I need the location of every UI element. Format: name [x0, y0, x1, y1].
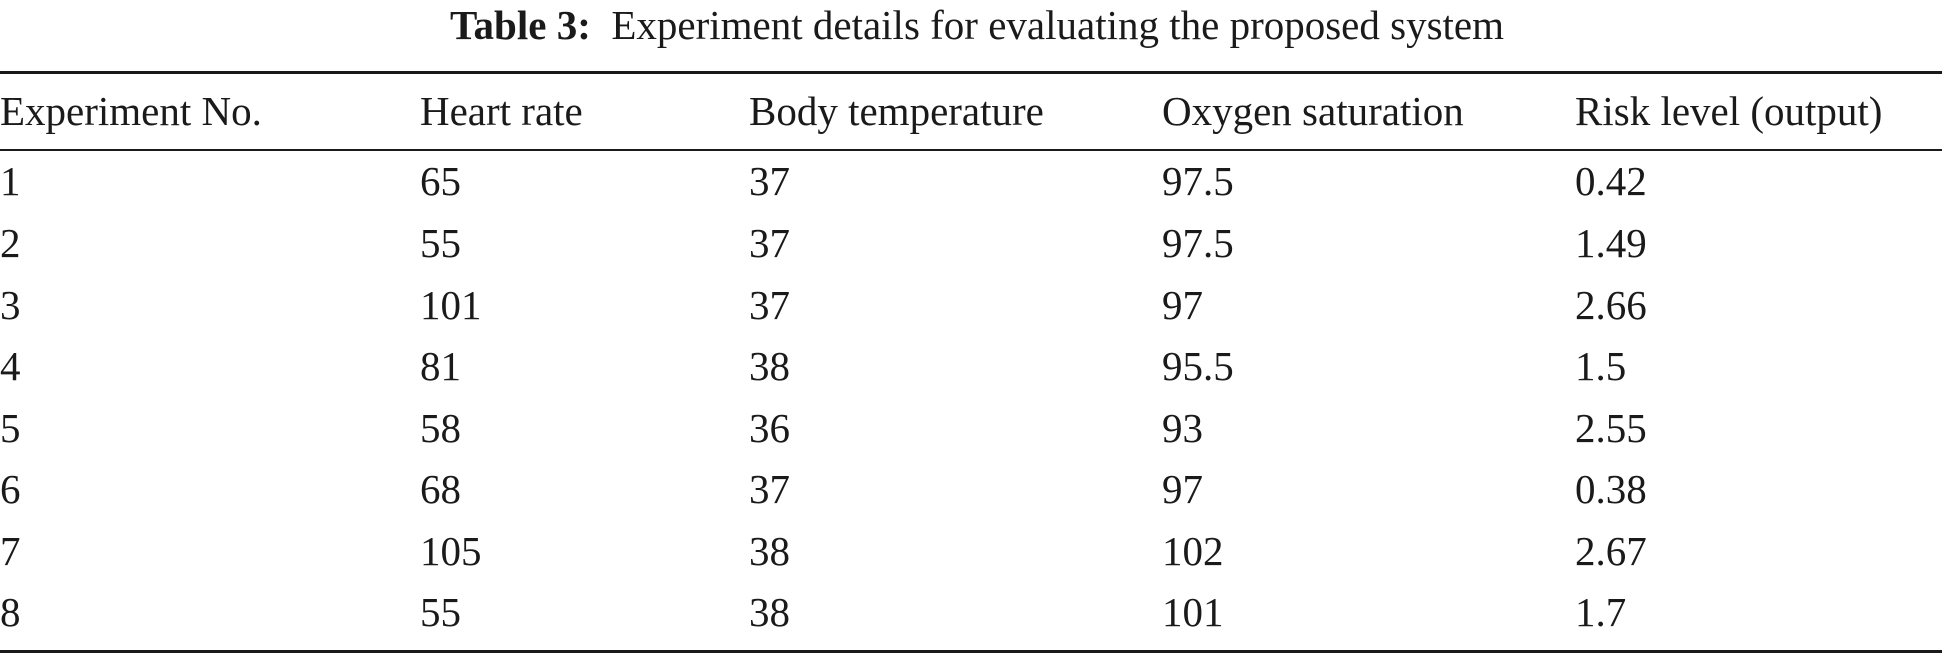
cell-experiment-no: 1	[0, 157, 21, 204]
cell-risk-level: 0.42	[1575, 157, 1647, 204]
cell-body-temperature: 36	[749, 404, 790, 451]
cell-oxygen-saturation: 97	[1162, 466, 1203, 513]
table-row: 4 81 38 95.5 1.5	[0, 336, 1954, 398]
table-caption: Table 3: Experiment details for evaluati…	[0, 0, 1954, 64]
cell-body-temperature: 38	[749, 527, 790, 574]
table-caption-label: Table 3:	[449, 2, 591, 48]
cell-experiment-no: 5	[0, 404, 21, 451]
cell-body-temperature: 37	[749, 157, 790, 204]
table-row: 5 58 36 93 2.55	[0, 398, 1954, 460]
table-caption-text: Experiment details for evaluating the pr…	[611, 2, 1505, 48]
cell-oxygen-saturation: 95.5	[1162, 343, 1234, 390]
cell-body-temperature: 38	[749, 589, 790, 636]
cell-heart-rate: 101	[420, 281, 482, 328]
cell-risk-level: 0.38	[1575, 466, 1647, 513]
cell-oxygen-saturation: 97	[1162, 281, 1203, 328]
cell-heart-rate: 65	[420, 157, 461, 204]
cell-heart-rate: 105	[420, 527, 482, 574]
cell-experiment-no: 4	[0, 343, 21, 390]
cell-heart-rate: 68	[420, 466, 461, 513]
cell-risk-level: 2.66	[1575, 281, 1647, 328]
cell-experiment-no: 3	[0, 281, 21, 328]
header-risk-level: Risk level (output)	[1575, 88, 1883, 134]
experiment-table: Experiment No. Heart rate Body temperatu…	[0, 74, 1954, 644]
cell-experiment-no: 2	[0, 220, 21, 267]
header-oxygen-saturation: Oxygen saturation	[1162, 88, 1464, 134]
cell-experiment-no: 6	[0, 466, 21, 513]
header-body-temperature: Body temperature	[749, 88, 1044, 134]
table-row: 7 105 38 102 2.67	[0, 521, 1954, 583]
table-row: 3 101 37 97 2.66	[0, 275, 1954, 337]
cell-experiment-no: 8	[0, 589, 21, 636]
cell-oxygen-saturation: 102	[1162, 527, 1224, 574]
cell-body-temperature: 37	[749, 466, 790, 513]
cell-oxygen-saturation: 97.5	[1162, 157, 1234, 204]
table-header-rule	[0, 149, 1942, 151]
table-row: 2 55 37 97.5 1.49	[0, 213, 1954, 275]
cell-risk-level: 2.67	[1575, 527, 1647, 574]
cell-heart-rate: 55	[420, 220, 461, 267]
cell-heart-rate: 55	[420, 589, 461, 636]
cell-body-temperature: 38	[749, 343, 790, 390]
cell-heart-rate: 81	[420, 343, 461, 390]
cell-risk-level: 1.49	[1575, 220, 1647, 267]
header-heart-rate: Heart rate	[420, 88, 583, 134]
table-top-rule	[0, 71, 1942, 74]
cell-experiment-no: 7	[0, 527, 21, 574]
cell-risk-level: 2.55	[1575, 404, 1647, 451]
cell-risk-level: 1.7	[1575, 589, 1627, 636]
cell-oxygen-saturation: 93	[1162, 404, 1203, 451]
cell-risk-level: 1.5	[1575, 343, 1627, 390]
header-experiment-no: Experiment No.	[0, 88, 262, 134]
cell-body-temperature: 37	[749, 281, 790, 328]
table-bottom-rule	[0, 650, 1942, 653]
table-row: 6 68 37 97 0.38	[0, 459, 1954, 521]
cell-oxygen-saturation: 97.5	[1162, 220, 1234, 267]
table-row: 1 65 37 97.5 0.42	[0, 149, 1954, 213]
cell-body-temperature: 37	[749, 220, 790, 267]
cell-heart-rate: 58	[420, 404, 461, 451]
table-header-row: Experiment No. Heart rate Body temperatu…	[0, 74, 1954, 149]
table-row: 8 55 38 101 1.7	[0, 582, 1954, 644]
cell-oxygen-saturation: 101	[1162, 589, 1224, 636]
